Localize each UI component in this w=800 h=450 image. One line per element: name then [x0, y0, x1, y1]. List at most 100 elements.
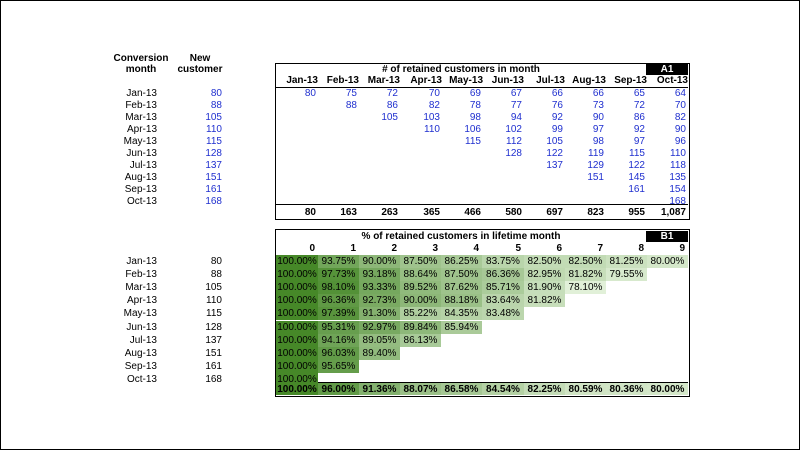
percent-cell: 97.73%	[318, 268, 359, 282]
retained-column-header: Jul-13	[536, 75, 565, 86]
lifetime-new-customer-cell: 137	[205, 334, 222, 346]
retained-cell: 96	[674, 136, 686, 147]
retained-cell: 122	[546, 148, 563, 159]
percent-cell: 81.90%	[524, 281, 565, 295]
retained-column-header: May-13	[449, 75, 483, 86]
new-customer-cell: 88	[210, 100, 222, 111]
retained-cell: 69	[469, 88, 481, 99]
percent-cell: 82.50%	[565, 255, 606, 268]
percent-cell: 87.62%	[441, 281, 482, 295]
percent-cell: 86.36%	[482, 268, 524, 282]
percent-cell: 95.65%	[318, 359, 359, 373]
retained-cell: 105	[546, 136, 563, 147]
retained-table-title: # of retained customers in month	[382, 64, 540, 75]
retained-total-cell: 163	[340, 207, 357, 218]
retained-cell: 92	[551, 112, 563, 123]
lifetime-month-cohort-cell: Apr-13	[126, 295, 157, 307]
retained-cell: 110	[670, 148, 686, 159]
new-customer-header-line2: customer	[177, 64, 223, 75]
lifetime-new-customer-cell: 88	[210, 269, 222, 281]
lifetime-month-cohort-cell: Aug-13	[124, 347, 157, 359]
conversion-month-cell: Jun-13	[126, 148, 157, 159]
retained-total-cell: 1,087	[660, 207, 686, 218]
lifetime-month-cohort-cell: Mar-13	[125, 282, 157, 294]
percent-total-cell: 88.07%	[400, 383, 441, 395]
retained-cell: 115	[629, 148, 645, 159]
retained-cell: 70	[674, 100, 686, 111]
percent-total-cell: 96.00%	[318, 383, 359, 395]
lifetime-month-cohort-cell: Oct-13	[126, 373, 157, 385]
conversion-month-header-line2: month	[125, 64, 157, 75]
conversion-month-cell: May-13	[123, 136, 157, 147]
percent-cell: 88.64%	[400, 268, 441, 282]
retained-header-divider	[276, 87, 688, 88]
percent-total-cell: 91.36%	[359, 383, 400, 395]
percent-cell: 84.35%	[441, 307, 482, 321]
percent-cell: 78.10%	[565, 281, 606, 295]
percent-table-tag: B1	[646, 231, 688, 242]
percent-cell: 93.18%	[359, 268, 400, 282]
percent-cell: 87.50%	[441, 268, 482, 282]
percent-cell: 81.25%	[606, 255, 647, 268]
retained-cell: 105	[381, 112, 398, 123]
percent-cell: 83.75%	[482, 255, 524, 268]
percent-total-cell: 80.36%	[606, 383, 647, 395]
percent-column-header: 3	[432, 243, 438, 254]
percent-total-cell: 82.25%	[524, 383, 565, 395]
percent-cell: 100.00%	[276, 294, 318, 308]
retained-cell: 82	[674, 112, 686, 123]
percent-cell: 80.00%	[647, 255, 688, 268]
retained-column-header: Sep-13	[614, 75, 647, 86]
percent-cell: 88.18%	[441, 294, 482, 308]
percent-cell: 93.75%	[318, 255, 359, 268]
retained-cell: 128	[505, 148, 522, 159]
percent-total-cell: 80.00%	[647, 383, 688, 395]
retained-cell: 75	[345, 88, 357, 99]
retained-cell: 76	[551, 100, 563, 111]
retained-column-header: Jun-13	[491, 75, 524, 86]
retained-cell: 102	[505, 124, 522, 135]
lifetime-new-customer-cell: 115	[206, 308, 222, 320]
lifetime-month-cohort-cell: Jan-13	[126, 256, 157, 267]
lifetime-month-cohort-cell: May-13	[123, 308, 157, 320]
percent-cell: 98.10%	[318, 281, 359, 295]
retained-customers-table	[275, 63, 690, 220]
retained-cell: 80	[304, 88, 316, 99]
conversion-month-cell: Jan-13	[126, 88, 157, 99]
percent-cell: 96.36%	[318, 294, 359, 308]
retained-cell: 70	[428, 88, 440, 99]
new-customer-cell: 80	[210, 88, 222, 99]
retained-total-cell: 697	[546, 207, 563, 218]
retained-cell: 98	[469, 112, 481, 123]
retained-cell: 115	[465, 136, 481, 147]
percent-total-cell: 100.00%	[276, 383, 318, 395]
percent-column-header: 5	[515, 243, 521, 254]
percent-column-header: 8	[638, 243, 644, 254]
retained-total-cell: 263	[381, 207, 398, 218]
retained-cell: 122	[628, 160, 645, 171]
new-customer-cell: 110	[206, 124, 222, 135]
retained-total-cell: 955	[628, 207, 645, 218]
percent-cell: 100.00%	[276, 281, 318, 295]
percent-column-header: 6	[556, 243, 562, 254]
percent-cell: 97.39%	[318, 307, 359, 321]
new-customer-cell: 105	[205, 112, 222, 123]
retained-cell: 64	[674, 88, 686, 99]
retained-cell: 73	[592, 100, 604, 111]
percent-cell: 83.48%	[482, 307, 524, 321]
percent-total-cell: 80.59%	[565, 383, 606, 395]
conversion-month-header-line1: Conversion	[113, 53, 169, 64]
retained-cell: 92	[633, 124, 645, 135]
percent-column-header: 9	[679, 243, 685, 254]
retained-column-header: Feb-13	[326, 75, 359, 86]
retained-cell: 161	[628, 184, 645, 195]
retained-cell: 86	[386, 100, 398, 111]
retained-cell: 103	[423, 112, 440, 123]
percent-cell: 94.16%	[318, 333, 359, 347]
new-customer-cell: 137	[205, 160, 222, 171]
percent-cell: 96.03%	[318, 346, 359, 360]
retained-cell: 119	[588, 148, 604, 159]
retained-cell: 88	[345, 100, 357, 111]
retained-cell: 66	[551, 88, 563, 99]
percent-column-header: 0	[309, 243, 315, 254]
